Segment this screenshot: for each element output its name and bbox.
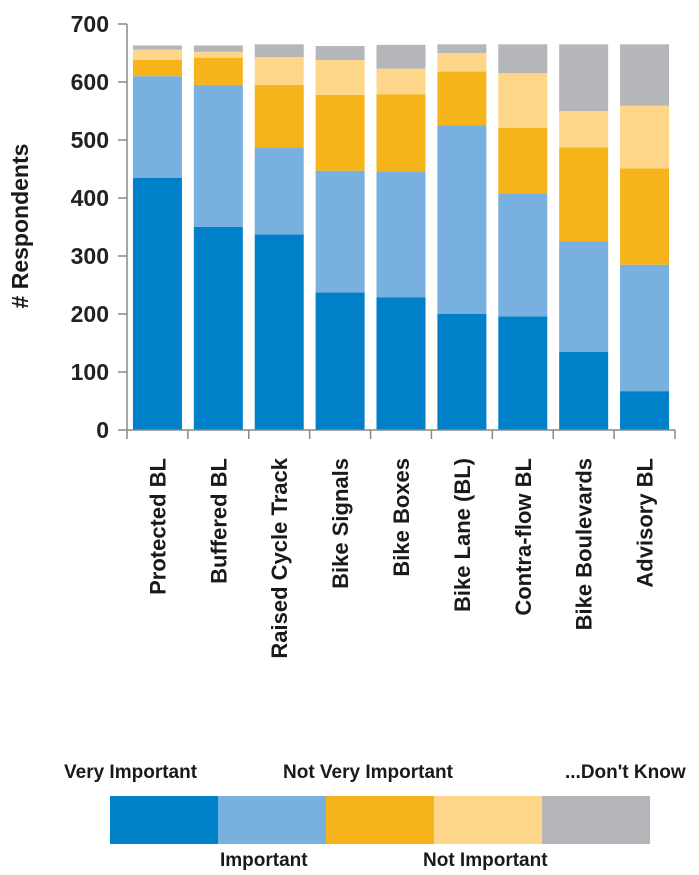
- bar-buffered-bl-not-very-important: [193, 57, 243, 85]
- x-label-bike-boxes: Bike Boxes: [389, 458, 414, 577]
- y-tick-label-700: 700: [71, 11, 109, 37]
- x-label-bike-signals: Bike Signals: [328, 458, 353, 589]
- bar-contra-flow-bl-important: [498, 193, 548, 317]
- bar-protected-bl-not-very-important: [132, 59, 182, 77]
- legend-label-not-very-important: Not Very Important: [283, 762, 453, 783]
- y-ticks-group: 0 100 200 300 400 500 600 700: [71, 11, 127, 443]
- x-label-protected-bl: Protected BL: [145, 458, 170, 595]
- legend-label-not-important: Not Important: [423, 850, 548, 871]
- bar-bike-boxes-very-important: [376, 297, 426, 430]
- bar-raised-cycle-track-not-very-important: [254, 84, 304, 148]
- bar-bike-boulevards-important: [559, 241, 609, 352]
- x-label-advisory-bl: Advisory BL: [633, 458, 658, 588]
- bar-bike-signals-very-important: [315, 292, 365, 430]
- y-tick-label-400: 400: [71, 185, 109, 211]
- x-ticks-group: [126, 430, 676, 439]
- bar-protected-bl-very-important: [132, 177, 182, 430]
- bar-protected-bl-don-t-know: [132, 45, 182, 50]
- bar-contra-flow-bl-don-t-know: [498, 44, 548, 74]
- legend-swatch-not-very-important: [326, 796, 434, 844]
- bar-advisory-bl-important: [620, 264, 670, 392]
- bar-advisory-bl-very-important: [620, 391, 670, 430]
- y-tick-label-100: 100: [71, 359, 109, 385]
- bar-bike-signals-important: [315, 170, 365, 293]
- y-axis-title: # Respondents: [7, 144, 33, 309]
- bar-contra-flow-bl-not-important: [498, 73, 548, 128]
- bar-raised-cycle-track-not-important: [254, 57, 304, 85]
- bar-bike-boulevards-very-important: [559, 351, 609, 430]
- y-tick-label-200: 200: [71, 301, 109, 327]
- bar-bike-signals-don-t-know: [315, 46, 365, 60]
- x-label-bike-lane-bl: Bike Lane (BL): [450, 458, 475, 612]
- x-label-bike-boulevards: Bike Boulevards: [572, 458, 597, 630]
- bar-buffered-bl-important: [193, 84, 243, 228]
- legend-label-very-important: Very Important: [64, 762, 198, 783]
- x-label-contra-flow-bl: Contra-flow BL: [511, 458, 536, 616]
- bar-buffered-bl-very-important: [193, 227, 243, 430]
- bar-protected-bl-not-important: [132, 49, 182, 60]
- legend-swatch-very-important: [110, 796, 218, 844]
- bar-raised-cycle-track-important: [254, 147, 304, 235]
- bar-raised-cycle-track-don-t-know: [254, 44, 304, 58]
- bar-bike-signals-not-very-important: [315, 94, 365, 171]
- legend-color-bar: [110, 796, 650, 844]
- bar-bike-boxes-not-very-important: [376, 94, 426, 172]
- bar-bike-boulevards-not-very-important: [559, 147, 609, 242]
- bar-advisory-bl-not-very-important: [620, 168, 670, 265]
- x-label-raised-cycle-track: Raised Cycle Track: [267, 457, 292, 658]
- bar-protected-bl-important: [132, 76, 182, 178]
- bar-bike-boulevards-not-important: [559, 111, 609, 148]
- bar-bike-boulevards-don-t-know: [559, 44, 609, 111]
- bar-advisory-bl-don-t-know: [620, 44, 670, 106]
- bar-contra-flow-bl-very-important: [498, 316, 548, 430]
- bar-bike-signals-not-important: [315, 59, 365, 95]
- bar-bike-boxes-not-important: [376, 68, 426, 95]
- bar-bike-lane-bl-very-important: [437, 314, 487, 430]
- bar-bike-boxes-don-t-know: [376, 44, 426, 69]
- x-label-buffered-bl: Buffered BL: [206, 458, 231, 584]
- y-tick-label-300: 300: [71, 243, 109, 269]
- y-tick-label-500: 500: [71, 127, 109, 153]
- legend-swatch-not-important: [434, 796, 542, 844]
- x-labels-group: Protected BL Buffered BL Raised Cycle Trac…: [145, 457, 657, 658]
- bar-bike-lane-bl-don-t-know: [437, 44, 487, 53]
- legend-swatch-dont-know: [542, 796, 650, 844]
- bar-contra-flow-bl-not-very-important: [498, 127, 548, 194]
- bar-advisory-bl-not-important: [620, 105, 670, 169]
- bar-bike-lane-bl-not-important: [437, 53, 487, 72]
- bar-bike-lane-bl-not-very-important: [437, 71, 487, 126]
- legend-swatch-important: [218, 796, 326, 844]
- bars-group: [132, 44, 670, 430]
- bar-bike-lane-bl-important: [437, 125, 487, 314]
- legend-label-dont-know: ...Don't Know: [565, 762, 686, 783]
- bar-buffered-bl-don-t-know: [193, 45, 243, 52]
- bar-bike-boxes-important: [376, 171, 426, 298]
- y-tick-label-0: 0: [96, 417, 109, 443]
- legend-label-important: Important: [220, 850, 308, 871]
- bar-raised-cycle-track-very-important: [254, 234, 304, 430]
- bar-buffered-bl-not-important: [193, 51, 243, 58]
- y-tick-label-600: 600: [71, 69, 109, 95]
